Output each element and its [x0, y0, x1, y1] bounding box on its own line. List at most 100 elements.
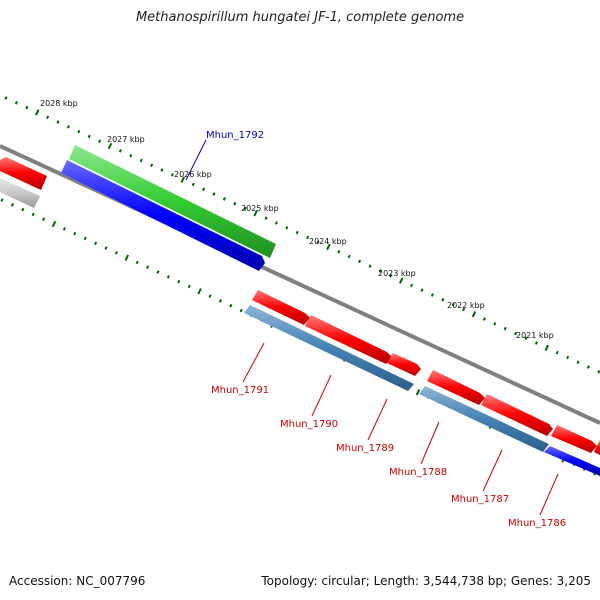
minor-tick — [98, 139, 102, 144]
reverse-gene-feature[interactable] — [544, 446, 600, 476]
forward-gene-feature[interactable] — [69, 145, 276, 258]
minor-tick — [239, 308, 243, 313]
minor-tick — [83, 236, 87, 241]
minor-tick — [177, 279, 181, 284]
major-tick — [471, 311, 477, 318]
major-tick — [253, 210, 258, 217]
label-leaders — [185, 139, 559, 516]
minor-tick — [187, 284, 191, 289]
minor-tick — [295, 230, 299, 235]
minor-tick — [555, 350, 559, 355]
reverse-cds-feature[interactable] — [419, 386, 549, 452]
genome-summary-text: Topology: circular; Length: 3,544,738 bp… — [261, 574, 591, 588]
minor-tick — [368, 264, 372, 268]
feature-track — [0, 145, 600, 476]
minor-tick — [218, 299, 222, 303]
minor-tick — [87, 134, 91, 139]
minor-tick — [208, 294, 212, 298]
major-tick — [197, 288, 202, 295]
tick-label: 2025 kbp — [241, 204, 279, 213]
minor-tick — [586, 365, 590, 369]
minor-tick — [285, 225, 289, 230]
label-leader-line — [420, 421, 440, 465]
minor-tick — [146, 265, 150, 270]
minor-tick — [243, 206, 247, 211]
minor-tick — [21, 207, 25, 212]
gene-label[interactable]: Mhun_1791 — [211, 385, 269, 396]
minor-tick — [233, 201, 237, 206]
minor-tick — [77, 129, 81, 134]
minor-tick — [493, 322, 497, 326]
minor-tick — [576, 360, 580, 365]
minor-tick — [139, 158, 143, 163]
minor-tick — [66, 125, 70, 129]
tick-label: 2022 kbp — [447, 301, 485, 310]
minor-tick — [129, 153, 133, 158]
forward-cds-feature[interactable] — [594, 440, 600, 455]
tick-label: 2021 kbp — [516, 331, 554, 340]
major-tick — [51, 220, 57, 228]
minor-tick — [114, 251, 118, 255]
label-leader-line — [482, 449, 503, 492]
accession-text: Accession: NC_007796 — [9, 574, 146, 588]
minor-tick — [420, 288, 424, 292]
forward-cds-feature[interactable] — [252, 290, 310, 325]
gene-label[interactable]: Mhun_1786 — [508, 518, 566, 529]
forward-cds-feature[interactable] — [0, 157, 47, 190]
major-tick — [124, 254, 130, 261]
minor-tick — [222, 197, 226, 201]
forward-cds-feature[interactable] — [551, 425, 597, 453]
reverse-cds-feature[interactable] — [244, 305, 414, 391]
minor-tick — [264, 216, 268, 220]
gene-label[interactable]: Mhun_1787 — [451, 494, 509, 505]
minor-tick — [534, 341, 538, 345]
gene-label[interactable]: Mhun_1792 — [206, 130, 264, 141]
gene-label[interactable]: Mhun_1788 — [389, 467, 447, 478]
major-tick — [544, 344, 550, 352]
minor-tick — [389, 273, 393, 278]
minor-tick — [451, 302, 455, 307]
minor-tick — [62, 227, 66, 231]
minor-tick — [170, 173, 174, 177]
minor-tick — [482, 317, 486, 321]
major-tick — [34, 109, 40, 116]
forward-cds-feature[interactable] — [387, 353, 421, 376]
minor-tick — [46, 115, 50, 120]
minor-tick — [118, 149, 122, 153]
label-leader-line — [185, 139, 207, 181]
minor-tick — [316, 240, 320, 244]
gene-label-group: Mhun_1792 Mhun_1791 Mhun_1790 Mhun_1789 Mhun… — [206, 130, 566, 529]
minor-tick — [441, 298, 445, 302]
minor-tick — [337, 249, 341, 254]
forward-cds-feature[interactable] — [481, 394, 553, 436]
minor-tick — [4, 96, 8, 100]
major-tick — [398, 277, 404, 284]
forward-cds-feature[interactable] — [305, 315, 392, 364]
reverse-gene-feature[interactable] — [61, 160, 265, 271]
other-feature[interactable] — [0, 178, 40, 208]
major-tick — [326, 243, 331, 251]
gene-label[interactable]: Mhun_1789 — [336, 443, 394, 454]
minor-tick — [347, 254, 351, 259]
minor-tick — [306, 235, 310, 240]
genome-backbone — [0, 144, 600, 425]
minor-tick — [358, 259, 362, 264]
minor-tick — [135, 260, 139, 265]
label-leader-line — [539, 473, 559, 516]
minor-tick — [0, 198, 4, 202]
major-tick — [107, 142, 113, 150]
tick-label: 2028 kbp — [40, 99, 78, 108]
minor-tick — [25, 105, 29, 110]
tick-label: 2027 kbp — [107, 135, 145, 144]
tick-label: 2024 kbp — [309, 237, 347, 246]
minor-tick — [56, 120, 60, 124]
minor-tick — [73, 231, 77, 236]
minor-tick — [160, 168, 164, 172]
forward-cds-feature[interactable] — [427, 370, 485, 405]
minor-tick — [503, 326, 507, 331]
minor-tick — [202, 187, 206, 192]
genome-title: Methanospirillum hungatei JF-1, complete… — [135, 10, 465, 25]
minor-tick — [31, 212, 35, 217]
gene-label[interactable]: Mhun_1790 — [280, 419, 338, 430]
